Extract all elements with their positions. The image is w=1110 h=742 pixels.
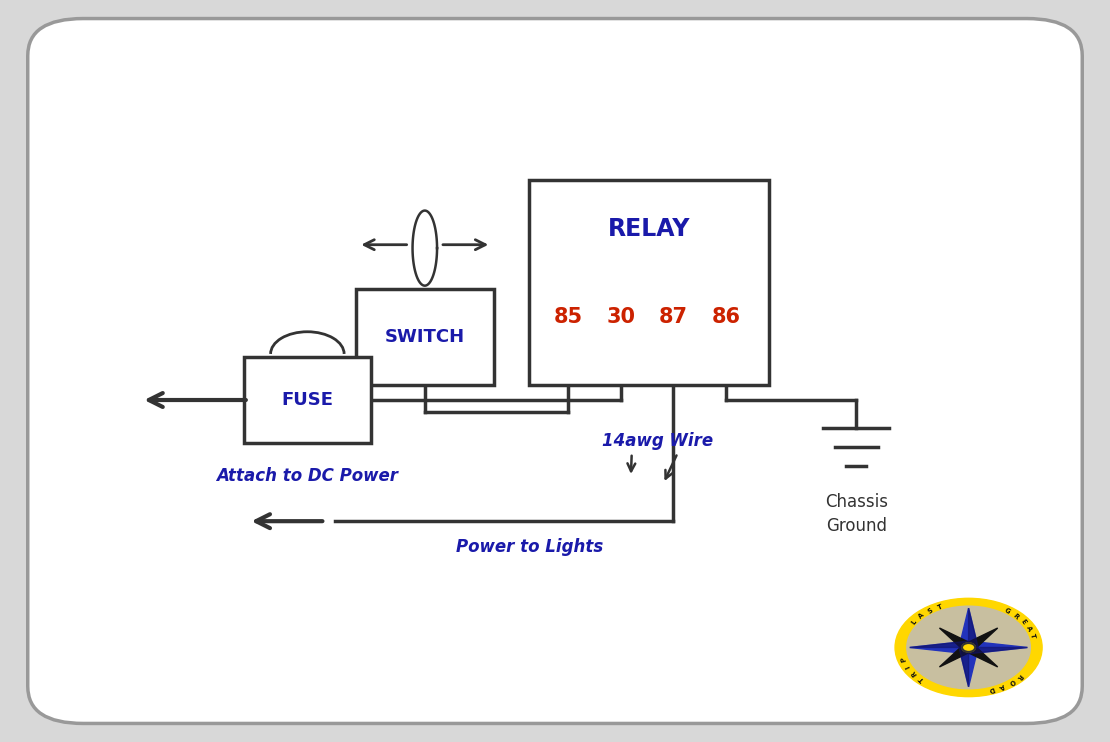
Text: T: T	[918, 675, 926, 683]
Text: P: P	[901, 656, 908, 662]
Text: SWITCH: SWITCH	[385, 328, 465, 346]
Text: A: A	[918, 612, 926, 620]
Text: R: R	[910, 669, 918, 677]
Bar	[356, 289, 494, 384]
Text: R: R	[1016, 672, 1023, 680]
Text: FUSE: FUSE	[281, 391, 333, 409]
Text: T: T	[1029, 633, 1037, 639]
Text: Chassis
Ground: Chassis Ground	[825, 493, 888, 535]
Text: E: E	[1019, 618, 1027, 626]
Text: Attach to DC Power: Attach to DC Power	[216, 467, 398, 485]
Text: R: R	[1011, 612, 1020, 620]
Polygon shape	[910, 641, 969, 654]
Text: A: A	[998, 682, 1006, 690]
Text: T: T	[937, 603, 943, 611]
Text: S: S	[927, 607, 935, 615]
Text: RELAY: RELAY	[608, 217, 690, 241]
Text: L: L	[910, 619, 918, 626]
Text: 85: 85	[553, 307, 583, 327]
Text: D: D	[988, 686, 995, 693]
Text: 30: 30	[606, 307, 635, 327]
Circle shape	[895, 598, 1042, 697]
Polygon shape	[910, 641, 969, 648]
Polygon shape	[969, 648, 1028, 654]
Polygon shape	[939, 644, 973, 667]
Circle shape	[907, 606, 1030, 689]
Text: A: A	[1026, 625, 1032, 632]
Text: Power to Lights: Power to Lights	[456, 538, 604, 556]
Polygon shape	[963, 628, 998, 651]
Polygon shape	[969, 641, 1028, 654]
Text: I: I	[905, 664, 911, 669]
Polygon shape	[959, 648, 978, 687]
Polygon shape	[969, 608, 978, 648]
Bar	[529, 180, 769, 384]
Circle shape	[962, 643, 976, 652]
Polygon shape	[959, 648, 969, 687]
Polygon shape	[939, 628, 973, 651]
Text: O: O	[1007, 677, 1016, 686]
Text: 86: 86	[712, 307, 740, 327]
Bar	[243, 358, 371, 443]
Text: 87: 87	[659, 307, 688, 327]
Polygon shape	[959, 608, 978, 648]
Text: G: G	[1002, 607, 1011, 615]
Text: 14awg Wire: 14awg Wire	[602, 432, 713, 450]
Polygon shape	[963, 644, 998, 667]
